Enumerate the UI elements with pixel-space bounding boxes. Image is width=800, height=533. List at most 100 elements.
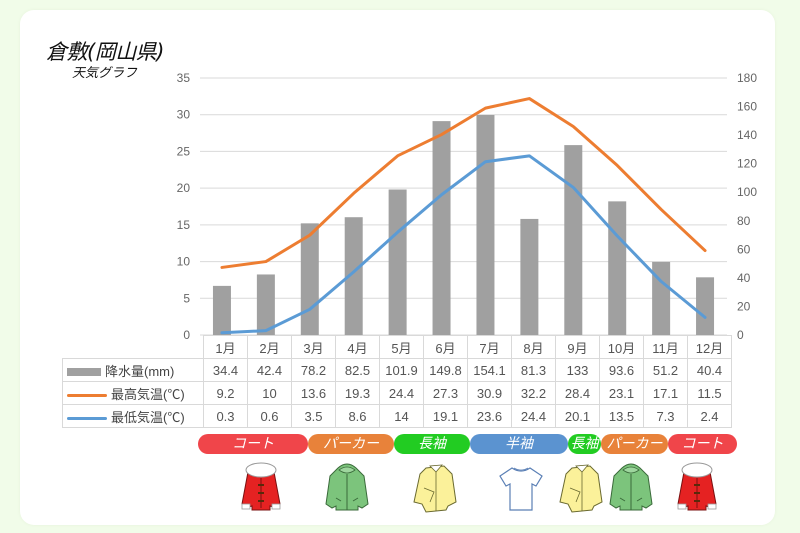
right-axis-tick: 80 (737, 214, 751, 228)
month-header: 11月 (643, 335, 688, 359)
table-cell: 19.1 (423, 404, 468, 428)
table-cell: 7.3 (643, 404, 688, 428)
right-axis-tick: 0 (737, 328, 744, 342)
green-hoodie-icon (606, 458, 656, 514)
clothing-band: コート (668, 434, 737, 454)
precipitation-bar (608, 201, 627, 335)
right-axis-tick: 40 (737, 271, 751, 285)
left-axis-tick: 20 (177, 181, 191, 195)
red-coat-icon (672, 458, 722, 514)
table-cell: 40.4 (687, 358, 732, 382)
month-header: 4月 (335, 335, 380, 359)
table-cell: 0.3 (203, 404, 248, 428)
table-row: 最低気温(℃) 0.3 0.6 3.5 8.6 14 19.1 23.6 24.4 20.1 13.… (62, 404, 732, 428)
table-cell: 13.6 (291, 381, 336, 405)
table-cell: 78.2 (291, 358, 336, 382)
chart-title: 倉敷(岡山県) (46, 40, 164, 64)
table-cell: 11.5 (687, 381, 732, 405)
clothing-band: パーカー (601, 434, 668, 454)
table-cell: 8.6 (335, 404, 380, 428)
yellow-jacket-icon (410, 458, 460, 514)
month-header: 9月 (555, 335, 600, 359)
table-cell: 19.3 (335, 381, 380, 405)
table-cell: 42.4 (247, 358, 292, 382)
precipitation-bar (696, 277, 715, 335)
table-cell: 101.9 (379, 358, 424, 382)
precipitation-bar (476, 114, 495, 335)
table-cell: 10 (247, 381, 292, 405)
table-cell: 23.1 (599, 381, 644, 405)
row-label-text: 最低気温(℃) (111, 409, 185, 425)
table-cell: 3.5 (291, 404, 336, 428)
right-axis-tick: 100 (737, 185, 757, 199)
bar-legend-swatch (67, 368, 101, 377)
right-axis-tick: 180 (737, 71, 757, 85)
month-header: 7月 (467, 335, 512, 359)
precipitation-bar (388, 189, 407, 335)
table-cell: 27.3 (423, 381, 468, 405)
left-axis-tick: 35 (177, 71, 191, 85)
table-cell: 0.6 (247, 404, 292, 428)
table-cell: 13.5 (599, 404, 644, 428)
precipitation-bar (432, 121, 451, 335)
table-cell: 51.2 (643, 358, 688, 382)
white-tshirt-icon (496, 458, 546, 514)
month-header: 5月 (379, 335, 424, 359)
precipitation-bar (256, 274, 275, 335)
table-cell: 24.4 (511, 404, 556, 428)
left-axis-tick: 30 (177, 108, 191, 122)
table-row: 降水量(mm) 34.4 42.4 78.2 82.5 101.9 149.8 154.1 81… (62, 358, 732, 382)
table-cell: 149.8 (423, 358, 468, 382)
precipitation-bar (520, 218, 539, 335)
table-cell: 34.4 (203, 358, 248, 382)
table-cell: 24.4 (379, 381, 424, 405)
clothing-band: コート (198, 434, 308, 454)
table-cell: 32.2 (511, 381, 556, 405)
left-axis-tick: 25 (177, 144, 191, 158)
table-cell: 82.5 (335, 358, 380, 382)
table-cell: 2.4 (687, 404, 732, 428)
right-axis-tick: 20 (737, 299, 751, 313)
min-temp-line (220, 154, 707, 335)
precipitation-bar (564, 145, 583, 335)
month-header: 6月 (423, 335, 468, 359)
table-cell: 9.2 (203, 381, 248, 405)
month-header: 1月 (203, 335, 248, 359)
month-header: 12月 (687, 335, 732, 359)
line-legend-swatch (67, 416, 107, 420)
chart-subtitle: 天気グラフ (72, 66, 138, 81)
clothing-band: 長袖 (568, 434, 601, 454)
right-axis-tick: 120 (737, 157, 757, 171)
row-label: 最高気温(℃) (62, 381, 204, 405)
table-cell: 133 (555, 358, 600, 382)
precipitation-bar (344, 217, 363, 335)
month-header: 8月 (511, 335, 556, 359)
table-row: 最高気温(℃) 9.2 10 13.6 19.3 24.4 27.3 30.9 32.2 28.4… (62, 381, 732, 405)
data-table: 1月 2月 3月 4月 5月 6月 7月 8月 9月 10月 11月 12月 降水量(mm) 34.4 4… (62, 335, 732, 428)
table-cell: 14 (379, 404, 424, 428)
table-corner (62, 335, 204, 359)
table-cell: 17.1 (643, 381, 688, 405)
left-axis-tick: 15 (177, 218, 191, 232)
precipitation-bar (212, 285, 231, 335)
left-axis-tick: 0 (183, 328, 190, 342)
table-cell: 28.4 (555, 381, 600, 405)
clothing-band: 長袖 (394, 434, 470, 454)
clothing-band: パーカー (308, 434, 394, 454)
yellow-jacket-icon (556, 458, 606, 514)
month-header: 10月 (599, 335, 644, 359)
precipitation-bar (652, 261, 671, 335)
row-label: 最低気温(℃) (62, 404, 204, 428)
month-header-row: 1月 2月 3月 4月 5月 6月 7月 8月 9月 10月 11月 12月 (62, 335, 732, 359)
table-cell: 81.3 (511, 358, 556, 382)
month-header: 3月 (291, 335, 336, 359)
left-axis-tick: 10 (177, 255, 191, 269)
row-label: 降水量(mm) (62, 358, 204, 382)
month-header: 2月 (247, 335, 292, 359)
clothing-band: 半袖 (470, 434, 568, 454)
row-label-text: 降水量(mm) (105, 363, 175, 379)
row-label-text: 最高気温(℃) (111, 386, 185, 402)
right-axis-tick: 60 (737, 242, 751, 256)
left-axis-tick: 5 (183, 291, 190, 305)
